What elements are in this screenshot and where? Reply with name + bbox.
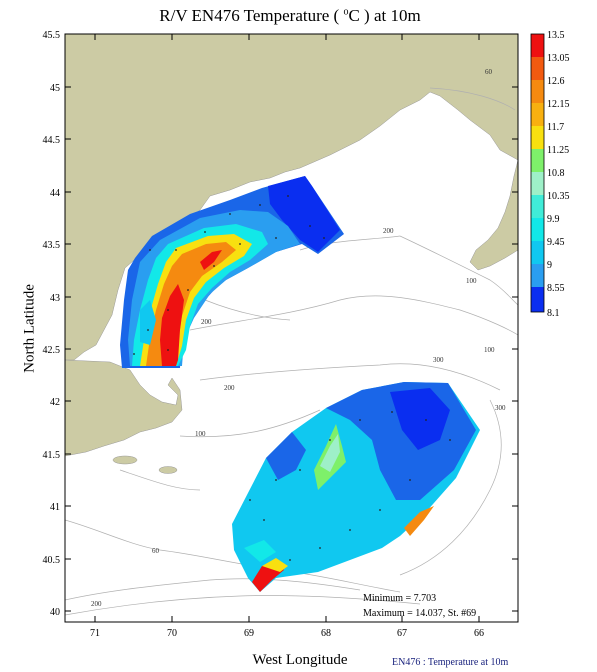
y-tick-label: 42 — [50, 397, 60, 408]
colorbar-swatch — [531, 80, 544, 103]
x-axis-label: West Longitude — [252, 652, 348, 668]
colorbar-swatch — [531, 195, 544, 218]
y-tick-label: 40.5 — [43, 555, 61, 566]
colorbar-label: 11.25 — [547, 145, 569, 156]
y-tick-label: 44 — [50, 188, 60, 199]
colorbar-label: 9.45 — [547, 237, 565, 248]
colorbar-swatch — [531, 172, 544, 195]
colorbar: 13.5 13.05 12.6 12.15 11.7 11.25 10.8 10… — [530, 30, 570, 319]
gom-cold-core — [268, 176, 340, 252]
svg-text:100: 100 — [195, 430, 206, 438]
x-tick-label: 68 — [321, 628, 331, 639]
gb-crest-mid — [320, 434, 340, 472]
land-nantucket — [158, 466, 178, 474]
minimum-readout: Minimum = 7.703 — [363, 593, 437, 604]
gom-warm-spot — [200, 250, 222, 270]
y-axis-ticks — [65, 33, 518, 612]
x-tick-label: 71 — [90, 628, 100, 639]
plot-frame — [64, 33, 519, 623]
y-tick-label: 43.5 — [43, 240, 61, 251]
y-tick-label: 42.5 — [43, 345, 61, 356]
colorbar-label: 8.55 — [547, 283, 565, 294]
gulf-of-maine-temperature-field — [120, 176, 344, 368]
colorbar-label: 12.15 — [547, 99, 570, 110]
maximum-readout: Maximum = 14.037, St. #69 — [363, 608, 477, 619]
x-tick-label: 69 — [244, 628, 254, 639]
station-markers — [133, 195, 451, 561]
svg-text:60: 60 — [152, 547, 160, 555]
land-nova-scotia — [469, 159, 518, 271]
colorbar-label: 13.05 — [547, 53, 570, 64]
land-cape-cod — [65, 359, 183, 457]
svg-text:300: 300 — [495, 404, 506, 412]
land-mainland — [65, 34, 518, 361]
gb-cold-deep — [390, 388, 450, 450]
y-tick-label: 45.5 — [43, 30, 61, 41]
y-tick-label: 43 — [50, 293, 60, 304]
colorbar-label: 9.9 — [547, 214, 560, 225]
colorbar-label: 8.1 — [547, 308, 560, 319]
gom-cool-pocket — [140, 300, 156, 345]
colorbar-swatch — [531, 34, 544, 57]
colorbar-swatch — [531, 149, 544, 172]
colorbar-swatch — [531, 218, 544, 241]
colorbar-label: 10.35 — [547, 191, 570, 202]
colorbar-swatch — [531, 241, 544, 264]
y-tick-label: 41.5 — [43, 450, 61, 461]
land-marthas-vineyard — [112, 455, 138, 465]
caption: EN476 : Temperature at 10m — [392, 657, 509, 668]
svg-text:200: 200 — [201, 318, 212, 326]
svg-text:60: 60 — [485, 68, 493, 76]
colorbar-label: 11.7 — [547, 122, 564, 133]
svg-text:100: 100 — [484, 346, 495, 354]
colorbar-swatch — [531, 103, 544, 126]
gb-cold-west — [266, 432, 306, 480]
y-tick-label: 41 — [50, 502, 60, 513]
y-axis-tick-labels: 45.5 45 44.5 44 43.5 43 42.5 42 41.5 41 … — [43, 30, 61, 618]
x-axis-ticks — [94, 34, 480, 622]
colorbar-label: 9 — [547, 260, 552, 271]
x-tick-label: 67 — [397, 628, 407, 639]
svg-text:200: 200 — [383, 227, 394, 235]
y-tick-label: 44.5 — [43, 135, 61, 146]
gom-warm-core — [160, 284, 184, 366]
colorbar-swatch — [531, 287, 544, 312]
gb-southwest-warm — [262, 558, 288, 572]
colorbar-swatch — [531, 57, 544, 80]
gb-south-warm — [404, 506, 434, 536]
y-tick-label: 40 — [50, 607, 60, 618]
gb-southwest-cool — [244, 540, 276, 562]
svg-text:200: 200 — [91, 600, 102, 608]
map-title: R/V EN476 Temperature ( oC ) at 10m — [159, 6, 421, 25]
y-axis-label: North Latitude — [21, 284, 38, 373]
svg-text:100: 100 — [466, 277, 477, 285]
colorbar-frame — [530, 33, 545, 313]
svg-text:200: 200 — [224, 384, 235, 392]
x-tick-label: 70 — [167, 628, 177, 639]
colorbar-swatch — [531, 264, 544, 287]
colorbar-label: 10.8 — [547, 168, 565, 179]
colorbar-swatch — [531, 126, 544, 149]
svg-text:300: 300 — [433, 356, 444, 364]
y-tick-label: 45 — [50, 83, 60, 94]
colorbar-label: 13.5 — [547, 30, 565, 41]
georges-bank-temperature-field — [232, 382, 480, 592]
x-tick-label: 66 — [474, 628, 484, 639]
colorbar-label: 12.6 — [547, 76, 565, 87]
x-axis-tick-labels: 71 70 69 68 67 66 — [90, 628, 484, 639]
